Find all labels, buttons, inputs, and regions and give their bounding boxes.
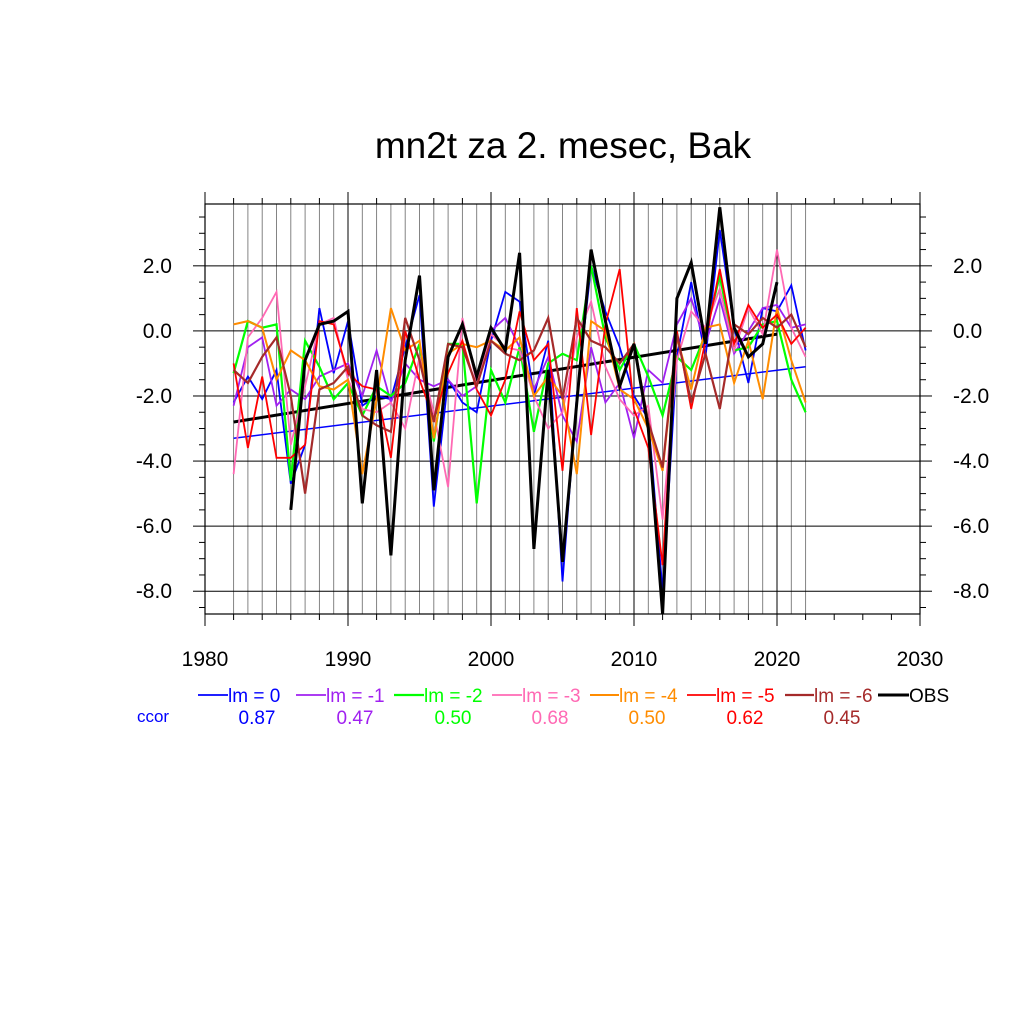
ccor-value: 0.62 <box>727 708 764 729</box>
plot-frame <box>204 203 921 615</box>
y-tick-label-left: 0.0 <box>143 320 172 343</box>
y-tick-label-left: -4.0 <box>136 450 172 473</box>
y-tick-label-right: -2.0 <box>953 385 989 408</box>
y-tick-label-left: -2.0 <box>136 385 172 408</box>
ccor-label: ccor <box>137 707 169 726</box>
ccor-value: 0.50 <box>629 708 666 729</box>
plot-area <box>204 203 921 615</box>
x-axis-labels: 1980 1990 2000 2010 2020 2030 <box>182 648 944 671</box>
y-axis-left-labels: 2.0 0.0 -2.0 -4.0 -6.0 -8.0 <box>136 255 172 603</box>
y-tick-label-left: -6.0 <box>136 515 172 538</box>
trend-line <box>233 365 806 440</box>
x-tick-label: 1990 <box>325 648 372 671</box>
y-tick-label-right: -4.0 <box>953 450 989 473</box>
legend-entry: lm = -1 <box>326 686 385 707</box>
series-line <box>233 307 807 475</box>
y-tick-label-right: 2.0 <box>953 255 982 278</box>
legend-entry: lm = -2 <box>424 686 483 707</box>
ccor-value: 0.68 <box>532 708 569 729</box>
legend-entry: lm = -3 <box>522 686 581 707</box>
ccor-value: 0.47 <box>337 708 374 729</box>
legend-entry: lm = -5 <box>716 686 775 707</box>
y-axis-right-labels: 2.0 0.0 -2.0 -4.0 -6.0 -8.0 <box>953 255 989 603</box>
x-tick-label: 2010 <box>611 648 658 671</box>
x-tick-label: 2000 <box>468 648 515 671</box>
y-tick-label-right: 0.0 <box>953 320 982 343</box>
series-line <box>232 312 807 494</box>
chart-title: mn2t za 2. mesec, Bak <box>375 125 752 166</box>
y-tick-label-left: -8.0 <box>136 580 172 603</box>
legend-entry: OBS <box>909 686 949 707</box>
series-line <box>289 207 779 615</box>
legend-entry: lm = -6 <box>814 686 873 707</box>
y-tick-label-left: 2.0 <box>143 255 172 278</box>
ccor-value: 0.87 <box>239 708 276 729</box>
ccor-value: 0.45 <box>824 708 861 729</box>
axis-ticks <box>193 192 932 626</box>
x-tick-label: 2020 <box>754 648 801 671</box>
x-tick-label: 2030 <box>897 648 944 671</box>
legend-entry: lm = -4 <box>619 686 678 707</box>
y-tick-label-right: -8.0 <box>953 580 989 603</box>
y-tick-label-right: -6.0 <box>953 515 989 538</box>
x-tick-label: 1980 <box>182 648 229 671</box>
ccor-value: 0.50 <box>435 708 472 729</box>
series-lines <box>232 207 807 615</box>
legend-entry: lm = 0 <box>228 686 280 707</box>
